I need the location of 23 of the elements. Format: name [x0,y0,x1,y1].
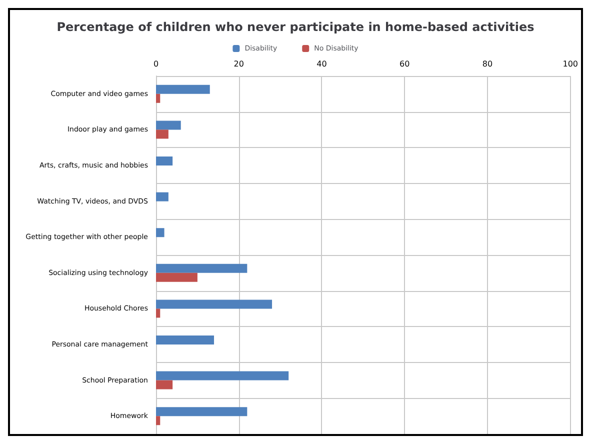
bar [156,336,214,344]
chart-title: Percentage of children who never participate in home-based activities [56,20,534,34]
x-tick-label: 60 [400,60,410,68]
bar [156,308,160,318]
x-tick-label: 0 [153,60,159,68]
x-tick-label: 80 [482,60,493,68]
x-tick-label: 20 [234,60,244,68]
x-tick-label: 40 [316,60,327,68]
bar [156,228,164,238]
bar [156,407,248,416]
bar [156,192,168,202]
bar [156,120,181,130]
bar [156,416,160,426]
bar [156,371,289,380]
bar [156,84,210,94]
x-tick-label: 100 [562,60,578,68]
bar [156,300,272,309]
bar [156,156,173,166]
bar [156,380,173,390]
bar [156,272,198,282]
bar [156,94,160,103]
bar [156,130,168,139]
bar [156,264,248,273]
